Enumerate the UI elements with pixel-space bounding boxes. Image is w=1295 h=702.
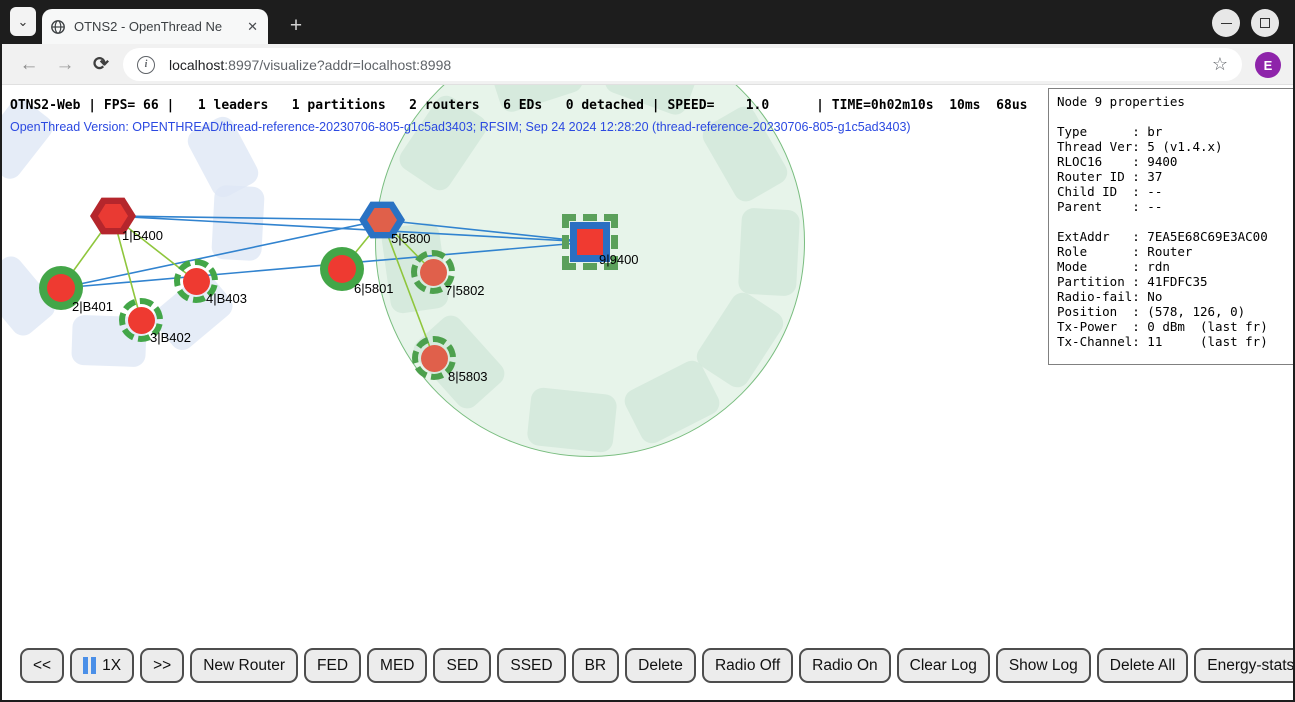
- radio-on-button[interactable]: Radio On: [799, 648, 891, 683]
- forward-icon: →: [55, 53, 75, 75]
- clear-log-button[interactable]: Clear Log: [896, 648, 990, 683]
- globe-icon: [51, 19, 65, 34]
- button-label: SED: [446, 656, 479, 674]
- sed-button[interactable]: SED: [433, 648, 492, 683]
- button-label: New Router: [203, 656, 286, 674]
- button-label: Delete All: [1109, 656, 1176, 674]
- button-label: Radio On: [812, 656, 878, 674]
- node-core: [47, 274, 75, 302]
- site-info-icon[interactable]: i: [137, 55, 155, 74]
- button-label: 1X: [102, 656, 122, 674]
- node-9-br[interactable]: [562, 214, 618, 270]
- node-8-med[interactable]: [412, 336, 456, 380]
- reload-button[interactable]: ⟳: [86, 44, 116, 85]
- delete-all-button[interactable]: Delete All: [1096, 648, 1189, 683]
- node-label: 9|9400: [599, 252, 639, 267]
- node-core: [419, 258, 447, 286]
- window-minimize-button[interactable]: [1212, 9, 1240, 37]
- button-label: Radio Off: [714, 656, 781, 674]
- node-core: [367, 208, 397, 232]
- button-label: >>: [153, 656, 172, 674]
- panel-body: Type : br Thread Ver: 5 (v1.4.x) RLOC16 …: [1057, 124, 1268, 349]
- node-1-leader[interactable]: [90, 197, 136, 235]
- tab-otns2[interactable]: OTNS2 - OpenThread Ne ✕: [42, 9, 268, 44]
- fed-button[interactable]: FED: [304, 648, 362, 683]
- forward-button[interactable]: →: [50, 44, 80, 85]
- new-router-button[interactable]: New Router: [190, 648, 299, 683]
- node-label: 3|B402: [150, 330, 191, 345]
- med-button[interactable]: MED: [367, 648, 428, 683]
- version-line: OpenThread Version: OPENTHREAD/thread-re…: [10, 120, 911, 134]
- new-tab-button[interactable]: +: [289, 14, 303, 37]
- node-label: 8|5803: [448, 369, 488, 384]
- step-back-button[interactable]: <<: [20, 648, 65, 683]
- button-label: SSED: [510, 656, 553, 674]
- node-3-med[interactable]: [119, 298, 163, 342]
- delete-button[interactable]: Delete: [625, 648, 696, 683]
- node-label: 2|B401: [72, 299, 113, 314]
- node-properties-panel: Node 9 properties Type : br Thread Ver: …: [1048, 88, 1293, 365]
- back-icon: ←: [19, 53, 39, 75]
- child-link: [381, 219, 435, 359]
- button-label: Energy-stats ↗: [1207, 657, 1293, 674]
- status-bar: OTNS2-Web | FPS= 66 | 1 leaders 1 partit…: [10, 98, 1028, 113]
- node-core: [182, 267, 210, 295]
- node-7-med[interactable]: [411, 250, 455, 294]
- node-label: 1|B400: [122, 228, 163, 243]
- energy-stats-button[interactable]: Energy-stats ↗: [1194, 648, 1293, 683]
- step-forward-button[interactable]: >>: [140, 648, 185, 683]
- node-core: [328, 255, 356, 283]
- node-6-fed[interactable]: [320, 247, 364, 291]
- button-label: FED: [317, 656, 349, 674]
- router-link: [60, 219, 383, 289]
- node-4-med[interactable]: [174, 259, 218, 303]
- button-label: MED: [380, 656, 415, 674]
- tab-close-icon[interactable]: ✕: [247, 18, 258, 34]
- panel-title: Node 9 properties: [1057, 94, 1185, 109]
- button-label: <<: [33, 656, 52, 674]
- browser-toolbar: ← → ⟳ i localhost:8997/visualize?addr=lo…: [2, 44, 1293, 85]
- tab-title: OTNS2 - OpenThread Ne: [74, 19, 223, 34]
- button-label: Delete: [638, 656, 683, 674]
- simulation-canvas[interactable]: 1|B400 2|B401 3|B402 4|B403 5|5800 6|5801 7|58…: [2, 85, 1293, 700]
- maximize-icon: [1260, 18, 1270, 28]
- tab-search-button[interactable]: ⌄: [10, 7, 36, 36]
- chevron-down-icon: ⌄: [17, 13, 29, 29]
- url-text[interactable]: localhost:8997/visualize?addr=localhost:…: [169, 57, 451, 73]
- node-2-fed[interactable]: [39, 266, 83, 310]
- bookmark-star-icon[interactable]: ☆: [1211, 54, 1228, 74]
- router-link: [381, 219, 591, 243]
- window-maximize-button[interactable]: [1251, 9, 1279, 37]
- node-label: 6|5801: [354, 281, 394, 296]
- button-label: BR: [584, 656, 607, 674]
- br-button[interactable]: BR: [571, 648, 620, 683]
- button-label: Show Log: [1008, 656, 1078, 674]
- node-core: [98, 204, 128, 228]
- profile-avatar[interactable]: E: [1255, 52, 1281, 78]
- ssed-button[interactable]: SSED: [497, 648, 566, 683]
- url-path: :8997/visualize?addr=localhost:8998: [224, 56, 452, 73]
- router-link: [112, 215, 383, 221]
- speed-button[interactable]: 1X: [70, 648, 135, 683]
- router-link: [112, 215, 591, 243]
- button-label: Clear Log: [909, 656, 977, 674]
- pause-icon: [83, 657, 97, 674]
- back-button[interactable]: ←: [14, 44, 44, 85]
- node-label: 4|B403: [206, 291, 247, 306]
- url-bar[interactable]: i localhost:8997/visualize?addr=localhos…: [123, 48, 1242, 81]
- node-label: 7|5802: [445, 283, 485, 298]
- minimize-icon: [1220, 22, 1232, 24]
- node-core: [127, 306, 155, 334]
- radio-off-button[interactable]: Radio Off: [701, 648, 794, 683]
- node-core: [570, 222, 610, 262]
- tab-strip: ⌄ OTNS2 - OpenThread Ne ✕ +: [0, 0, 1295, 44]
- action-toolbar: << 1X >> New Router FED MED SED SSED BR Delete Rad…: [20, 648, 1293, 683]
- url-host: localhost: [169, 56, 225, 73]
- node-core: [420, 344, 448, 372]
- reload-icon: ⟳: [93, 54, 109, 75]
- show-log-button[interactable]: Show Log: [995, 648, 1091, 683]
- node-label: 5|5800: [391, 231, 431, 246]
